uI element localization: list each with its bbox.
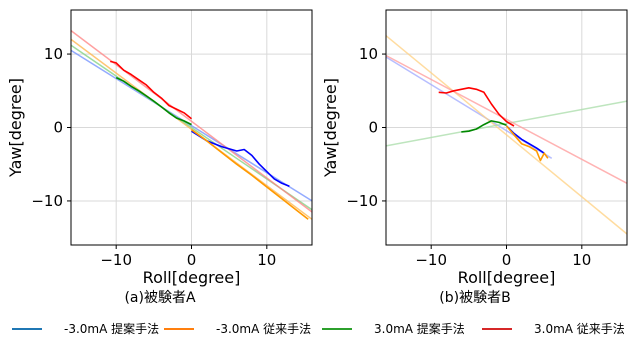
legend-label: 3.0mA 従来手法 xyxy=(534,322,625,336)
fit-line xyxy=(70,38,313,220)
x-tick-label: 10 xyxy=(572,251,591,269)
legend: -3.0mA 提案手法 -3.0mA 従来手法 3.0mA 提案手法 3.0mA 従来… xyxy=(12,321,625,336)
series-line xyxy=(461,120,507,133)
fit-line xyxy=(385,100,628,147)
caption-b: (b)被験者B xyxy=(439,290,510,306)
x-axis-title-b: Roll[degree] xyxy=(458,268,556,287)
ticks-b: −10 0 10 −10 0 10 xyxy=(346,45,591,269)
legend-label: -3.0mA 従来手法 xyxy=(216,322,311,336)
y-tick-label: 10 xyxy=(359,45,378,63)
series-line xyxy=(110,60,192,120)
caption-a: (a)被験者A xyxy=(124,290,196,306)
x-tick-label: 0 xyxy=(502,251,512,269)
x-tick-label: −10 xyxy=(100,251,132,269)
series-line xyxy=(438,87,515,127)
grid-b xyxy=(386,10,627,245)
x-tick-label: −10 xyxy=(415,251,447,269)
series-line xyxy=(115,76,192,126)
legend-label: 3.0mA 提案手法 xyxy=(374,321,465,336)
x-tick-label: 10 xyxy=(257,251,276,269)
y-axis-title-a: Yaw[degree] xyxy=(6,78,25,178)
chart-panel-a: −10 0 10 −10 0 10 Roll[degree] Yaw[degree] (a… xyxy=(6,9,313,306)
ticks-a: −10 0 10 −10 0 10 xyxy=(31,45,276,269)
fit-line xyxy=(385,54,628,184)
y-tick-label: −10 xyxy=(31,192,63,210)
x-tick-label: 0 xyxy=(187,251,197,269)
series-line xyxy=(505,125,549,162)
fit-line xyxy=(385,35,628,235)
y-tick-label: −10 xyxy=(346,192,378,210)
x-axis-title-a: Roll[degree] xyxy=(143,268,241,287)
series-line xyxy=(191,130,290,188)
data-lines-b xyxy=(438,87,549,162)
y-tick-label: 0 xyxy=(368,119,378,137)
legend-label: -3.0mA 提案手法 xyxy=(64,321,159,336)
y-tick-label: 0 xyxy=(53,119,63,137)
y-axis-title-b: Yaw[degree] xyxy=(321,78,340,178)
chart-panel-b: −10 0 10 −10 0 10 Roll[degree] Yaw[degree] (b… xyxy=(321,9,628,306)
series-line xyxy=(191,129,309,220)
fit-lines-b xyxy=(385,35,628,235)
data-lines-a xyxy=(110,60,309,220)
y-tick-label: 10 xyxy=(44,45,63,63)
